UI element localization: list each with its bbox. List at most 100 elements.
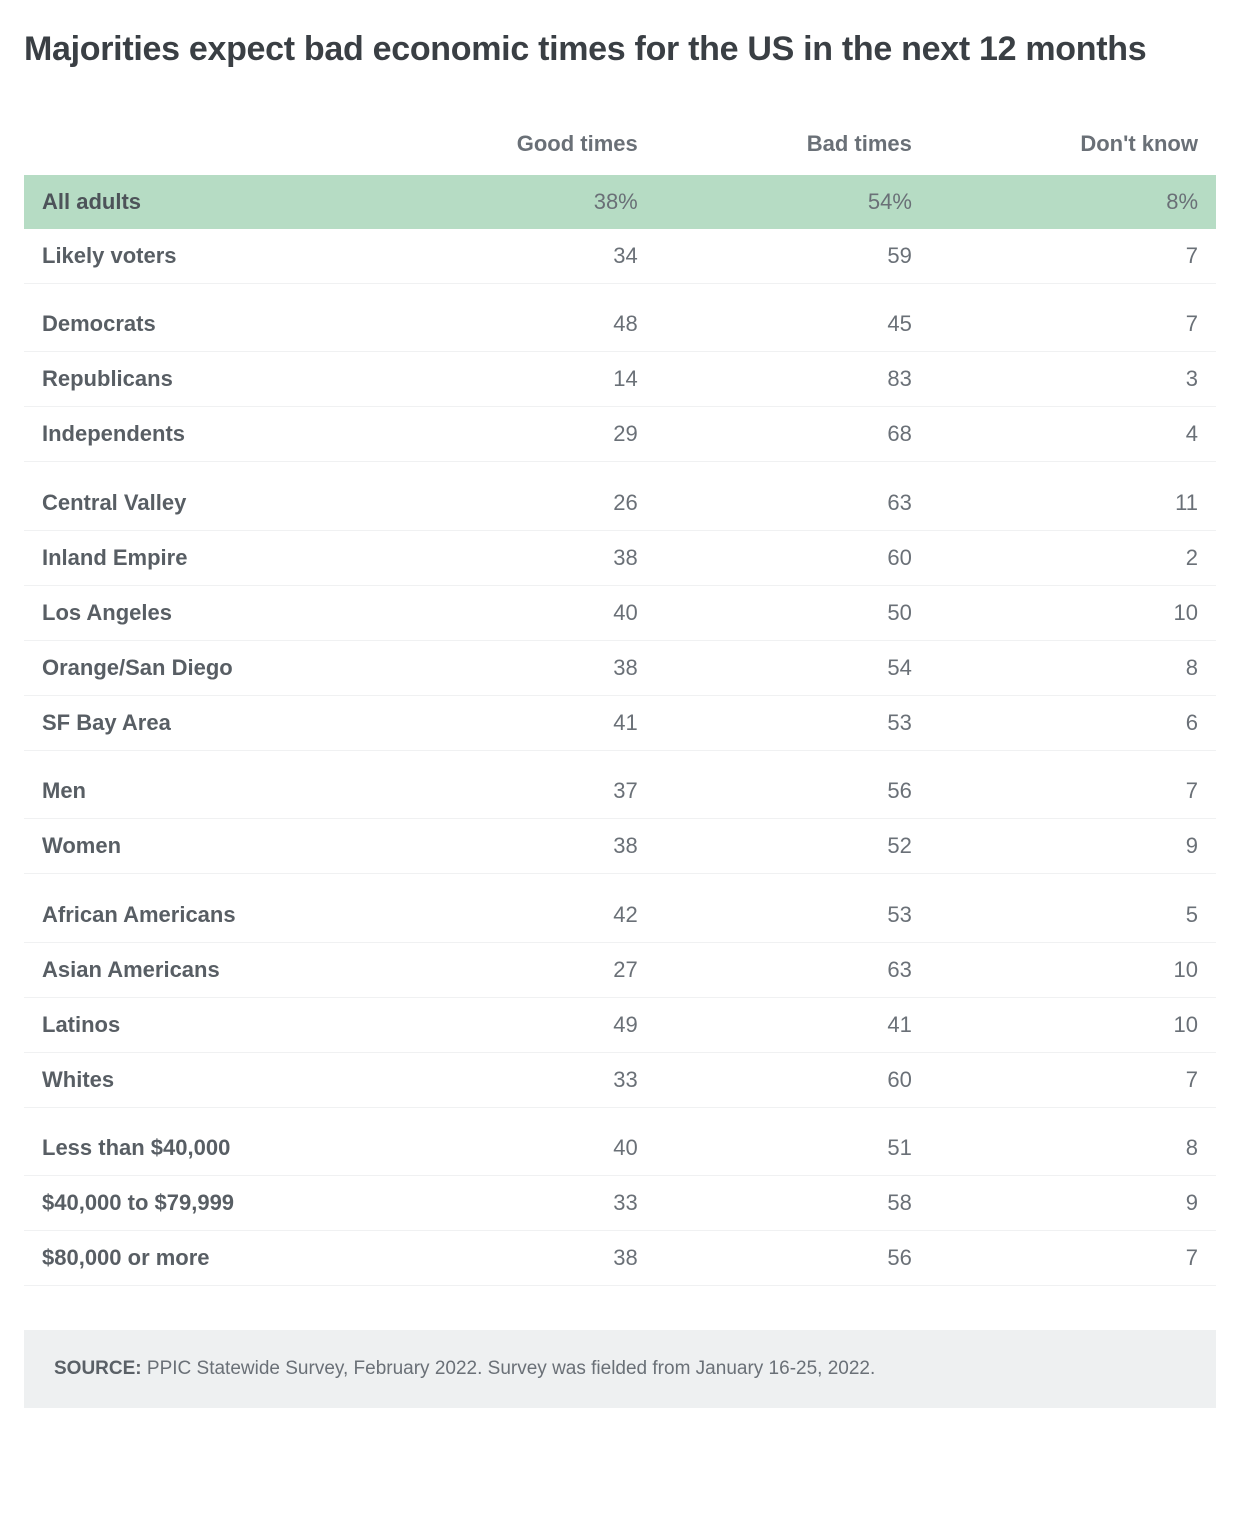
- table-row: African Americans42535: [24, 888, 1216, 943]
- table-row: Women38529: [24, 819, 1216, 874]
- row-value: 7: [930, 764, 1216, 819]
- table-row: Likely voters34597: [24, 229, 1216, 284]
- col-header-blank: [24, 119, 382, 175]
- row-value: 38: [382, 530, 656, 585]
- row-value: 59: [656, 229, 930, 284]
- row-value: 38%: [382, 175, 656, 229]
- source-note: SOURCE: PPIC Statewide Survey, February …: [24, 1330, 1216, 1408]
- row-label: All adults: [24, 175, 382, 229]
- row-value: 10: [930, 585, 1216, 640]
- row-label: Orange/San Diego: [24, 640, 382, 695]
- table-row: Asian Americans276310: [24, 942, 1216, 997]
- row-value: 60: [656, 1052, 930, 1107]
- row-value: 27: [382, 942, 656, 997]
- row-value: 6: [930, 695, 1216, 750]
- table-row: Los Angeles405010: [24, 585, 1216, 640]
- table-row: Orange/San Diego38548: [24, 640, 1216, 695]
- group-separator: [24, 462, 1216, 476]
- row-value: 63: [656, 476, 930, 531]
- group-separator: [24, 1107, 1216, 1121]
- row-value: 56: [656, 764, 930, 819]
- row-label: Central Valley: [24, 476, 382, 531]
- row-label: Women: [24, 819, 382, 874]
- row-label: Whites: [24, 1052, 382, 1107]
- row-value: 7: [930, 1231, 1216, 1286]
- table-row: Central Valley266311: [24, 476, 1216, 531]
- row-value: 10: [930, 942, 1216, 997]
- row-label: Latinos: [24, 997, 382, 1052]
- row-value: 14: [382, 352, 656, 407]
- row-value: 11: [930, 476, 1216, 531]
- row-value: 60: [656, 530, 930, 585]
- row-value: 7: [930, 297, 1216, 352]
- row-value: 41: [656, 997, 930, 1052]
- row-value: 40: [382, 1121, 656, 1176]
- row-value: 2: [930, 530, 1216, 585]
- row-value: 38: [382, 819, 656, 874]
- row-value: 49: [382, 997, 656, 1052]
- source-label: SOURCE:: [54, 1358, 142, 1379]
- table-row: Democrats48457: [24, 297, 1216, 352]
- row-value: 83: [656, 352, 930, 407]
- row-value: 4: [930, 407, 1216, 462]
- table-row: Republicans14833: [24, 352, 1216, 407]
- table-row: Less than $40,00040518: [24, 1121, 1216, 1176]
- row-value: 68: [656, 407, 930, 462]
- row-label: Inland Empire: [24, 530, 382, 585]
- row-value: 45: [656, 297, 930, 352]
- row-label: SF Bay Area: [24, 695, 382, 750]
- survey-table: Good times Bad times Don't know All adul…: [24, 119, 1216, 1287]
- row-label: Less than $40,000: [24, 1121, 382, 1176]
- row-value: 34: [382, 229, 656, 284]
- row-value: 7: [930, 1052, 1216, 1107]
- row-value: 41: [382, 695, 656, 750]
- row-value: 50: [656, 585, 930, 640]
- row-value: 40: [382, 585, 656, 640]
- group-separator: [24, 283, 1216, 297]
- row-value: 63: [656, 942, 930, 997]
- row-value: 5: [930, 888, 1216, 943]
- row-label: Democrats: [24, 297, 382, 352]
- row-label: Republicans: [24, 352, 382, 407]
- row-value: 33: [382, 1176, 656, 1231]
- group-separator: [24, 874, 1216, 888]
- table-header-row: Good times Bad times Don't know: [24, 119, 1216, 175]
- row-value: 53: [656, 888, 930, 943]
- row-value: 8: [930, 640, 1216, 695]
- row-label: African Americans: [24, 888, 382, 943]
- row-value: 58: [656, 1176, 930, 1231]
- table-row: Men37567: [24, 764, 1216, 819]
- table-row: Inland Empire38602: [24, 530, 1216, 585]
- row-value: 56: [656, 1231, 930, 1286]
- row-value: 51: [656, 1121, 930, 1176]
- row-value: 38: [382, 640, 656, 695]
- row-label: Men: [24, 764, 382, 819]
- row-label: Asian Americans: [24, 942, 382, 997]
- row-value: 54: [656, 640, 930, 695]
- row-label: Likely voters: [24, 229, 382, 284]
- row-value: 9: [930, 1176, 1216, 1231]
- row-value: 26: [382, 476, 656, 531]
- row-label: $40,000 to $79,999: [24, 1176, 382, 1231]
- source-text: PPIC Statewide Survey, February 2022. Su…: [142, 1358, 876, 1379]
- table-row: SF Bay Area41536: [24, 695, 1216, 750]
- table-row: All adults38%54%8%: [24, 175, 1216, 229]
- row-value: 9: [930, 819, 1216, 874]
- table-row: Independents29684: [24, 407, 1216, 462]
- row-value: 38: [382, 1231, 656, 1286]
- row-value: 37: [382, 764, 656, 819]
- col-header-bad: Bad times: [656, 119, 930, 175]
- table-row: $40,000 to $79,99933589: [24, 1176, 1216, 1231]
- col-header-good: Good times: [382, 119, 656, 175]
- row-value: 42: [382, 888, 656, 943]
- row-value: 33: [382, 1052, 656, 1107]
- row-value: 7: [930, 229, 1216, 284]
- row-value: 52: [656, 819, 930, 874]
- row-label: Los Angeles: [24, 585, 382, 640]
- row-value: 54%: [656, 175, 930, 229]
- table-row: $80,000 or more38567: [24, 1231, 1216, 1286]
- row-label: Independents: [24, 407, 382, 462]
- row-value: 8%: [930, 175, 1216, 229]
- row-value: 8: [930, 1121, 1216, 1176]
- row-value: 3: [930, 352, 1216, 407]
